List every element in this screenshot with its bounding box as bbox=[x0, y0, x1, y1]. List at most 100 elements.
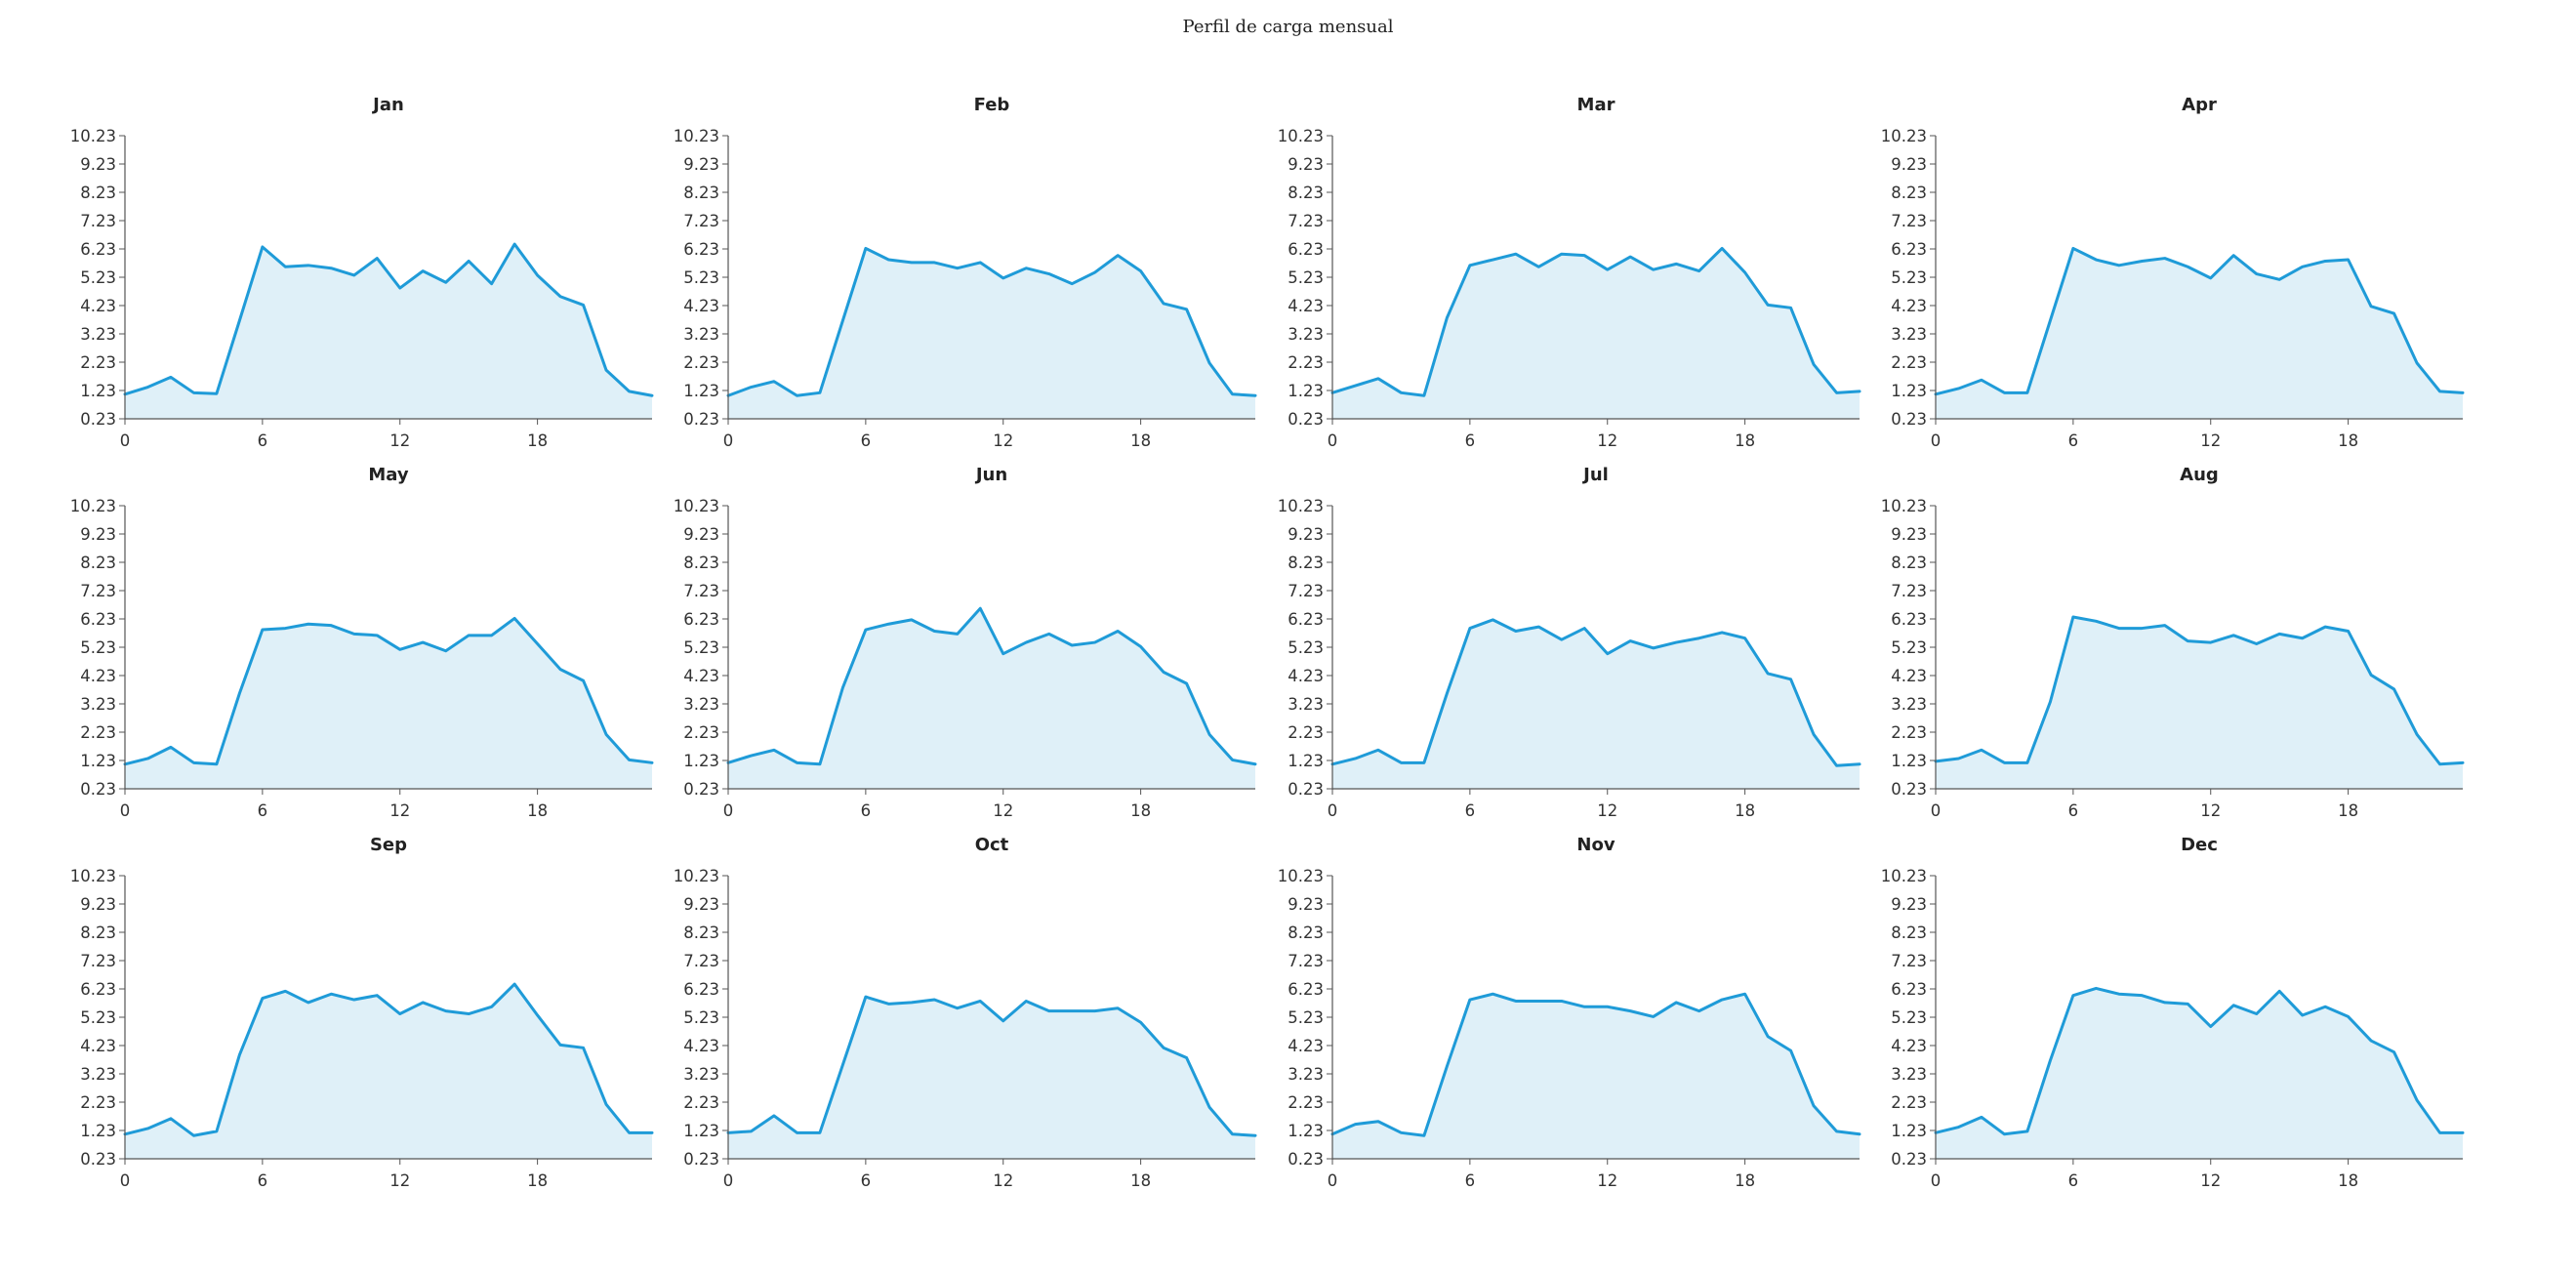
y-tick-label: 9.23 bbox=[1891, 895, 1927, 914]
y-tick-label: 3.23 bbox=[1891, 1065, 1927, 1084]
x-tick-label: 12 bbox=[993, 1171, 1013, 1190]
y-tick-label: 5.23 bbox=[683, 1008, 719, 1027]
y-tick-label: 1.23 bbox=[1288, 1122, 1324, 1140]
y-tick-label: 4.23 bbox=[80, 297, 116, 315]
panel-title: Nov bbox=[1576, 835, 1615, 855]
y-tick-label: 0.23 bbox=[1288, 1150, 1324, 1169]
x-tick-label: 0 bbox=[1328, 431, 1338, 450]
y-tick-label: 4.23 bbox=[683, 1037, 719, 1055]
y-tick-label: 0.23 bbox=[80, 410, 116, 429]
y-tick-label: 1.23 bbox=[1891, 382, 1927, 400]
series-line bbox=[1330, 992, 1861, 1137]
y-tick-label: 3.23 bbox=[683, 695, 719, 714]
y-tick-label: 0.23 bbox=[1288, 780, 1324, 799]
x-tick-label: 12 bbox=[389, 801, 410, 820]
series-area bbox=[728, 997, 1255, 1159]
y-tick-label: 6.23 bbox=[683, 610, 719, 629]
x-tick-label: 18 bbox=[2338, 431, 2358, 450]
y-tick-label: 1.23 bbox=[1891, 1122, 1927, 1140]
panel-title: Jun bbox=[974, 465, 1007, 485]
y-tick-label: 5.23 bbox=[1891, 268, 1927, 287]
y-tick-label: 9.23 bbox=[80, 895, 116, 914]
x-tick-label: 18 bbox=[1130, 1171, 1151, 1190]
series-area bbox=[1332, 248, 1860, 419]
y-tick-label: 2.23 bbox=[80, 723, 116, 742]
y-tick-label: 2.23 bbox=[80, 1093, 116, 1112]
y-tick-label: 0.23 bbox=[1891, 780, 1927, 799]
y-tick-label: 8.23 bbox=[683, 554, 719, 572]
y-tick-label: 5.23 bbox=[1288, 1008, 1324, 1027]
panel-feb: Feb 0.23 1.23 2.23 3.23 4.23 5.23 6.23 7.23 8.23 9… bbox=[674, 95, 1257, 450]
series-line bbox=[726, 606, 1257, 766]
x-tick-label: 12 bbox=[1597, 801, 1617, 820]
x-tick-label: 6 bbox=[861, 801, 872, 820]
y-tick-label: 5.23 bbox=[80, 638, 116, 657]
y-tick-label: 4.23 bbox=[1891, 667, 1927, 685]
x-tick-label: 18 bbox=[527, 431, 548, 450]
panel-title: Aug bbox=[2180, 465, 2219, 485]
panel-jun: Jun 0.23 1.23 2.23 3.23 4.23 5.23 6.23 7.23 8.23 9… bbox=[674, 465, 1257, 820]
y-tick-label: 1.23 bbox=[80, 1122, 116, 1140]
x-tick-label: 0 bbox=[120, 1171, 131, 1190]
series-line bbox=[726, 246, 1257, 397]
x-tick-label: 6 bbox=[258, 801, 268, 820]
x-tick-label: 18 bbox=[527, 1171, 548, 1190]
panel-jul: Jul 0.23 1.23 2.23 3.23 4.23 5.23 6.23 7.23 8.23 9… bbox=[1278, 465, 1861, 820]
series-area bbox=[1936, 248, 2463, 419]
series-line bbox=[1934, 246, 2465, 396]
y-tick-label: 9.23 bbox=[80, 525, 116, 544]
panel-may: May 0.23 1.23 2.23 3.23 4.23 5.23 6.23 7.23 8.23 9… bbox=[70, 465, 654, 820]
y-tick-label: 1.23 bbox=[1891, 752, 1927, 770]
y-tick-label: 2.23 bbox=[683, 723, 719, 742]
y-tick-label: 2.23 bbox=[1891, 353, 1927, 372]
y-tick-label: 1.23 bbox=[80, 382, 116, 400]
y-tick-label: 2.23 bbox=[1288, 723, 1324, 742]
x-tick-label: 18 bbox=[1130, 801, 1151, 820]
panel-title: Apr bbox=[2182, 95, 2217, 115]
x-tick-label: 18 bbox=[2338, 1171, 2358, 1190]
x-tick-label: 6 bbox=[861, 1171, 872, 1190]
y-tick-label: 8.23 bbox=[80, 184, 116, 202]
y-tick-label: 1.23 bbox=[683, 752, 719, 770]
y-tick-label: 7.23 bbox=[1288, 952, 1324, 970]
x-tick-label: 6 bbox=[2068, 801, 2079, 820]
y-tick-label: 2.23 bbox=[683, 1093, 719, 1112]
y-tick-label: 6.23 bbox=[1891, 240, 1927, 259]
y-tick-label: 7.23 bbox=[1891, 212, 1927, 230]
x-tick-label: 0 bbox=[120, 431, 131, 450]
y-tick-label: 10.23 bbox=[1278, 867, 1324, 885]
x-tick-label: 12 bbox=[1597, 431, 1617, 450]
series-line bbox=[1934, 986, 2465, 1136]
x-tick-label: 12 bbox=[2200, 1171, 2221, 1190]
series-area bbox=[1936, 988, 2463, 1159]
y-tick-label: 9.23 bbox=[683, 895, 719, 914]
y-tick-label: 6.23 bbox=[80, 980, 116, 999]
x-tick-label: 0 bbox=[723, 1171, 734, 1190]
y-tick-label: 4.23 bbox=[1891, 297, 1927, 315]
y-tick-label: 8.23 bbox=[1891, 184, 1927, 202]
y-tick-label: 5.23 bbox=[683, 638, 719, 657]
y-tick-label: 7.23 bbox=[80, 212, 116, 230]
y-tick-label: 6.23 bbox=[683, 980, 719, 999]
y-tick-label: 1.23 bbox=[80, 752, 116, 770]
panel-dec: Dec 0.23 1.23 2.23 3.23 4.23 5.23 6.23 7.23 8.23 9… bbox=[1881, 835, 2465, 1190]
y-tick-label: 0.23 bbox=[80, 1150, 116, 1169]
y-tick-label: 0.23 bbox=[80, 780, 116, 799]
y-tick-label: 6.23 bbox=[1891, 610, 1927, 629]
y-tick-label: 10.23 bbox=[1278, 497, 1324, 515]
y-tick-label: 10.23 bbox=[70, 867, 116, 885]
x-tick-label: 18 bbox=[1735, 1171, 1755, 1190]
y-tick-label: 5.23 bbox=[683, 268, 719, 287]
y-tick-label: 10.23 bbox=[1881, 127, 1927, 145]
series-line bbox=[123, 616, 654, 766]
y-tick-label: 9.23 bbox=[80, 155, 116, 174]
y-tick-label: 7.23 bbox=[1891, 582, 1927, 600]
series-line bbox=[123, 982, 654, 1137]
y-tick-label: 3.23 bbox=[1288, 1065, 1324, 1084]
y-tick-label: 4.23 bbox=[80, 667, 116, 685]
panel-oct: Oct 0.23 1.23 2.23 3.23 4.23 5.23 6.23 7.23 8.23 9… bbox=[674, 835, 1257, 1190]
x-tick-label: 0 bbox=[1931, 431, 1942, 450]
y-tick-label: 0.23 bbox=[683, 410, 719, 429]
x-tick-label: 0 bbox=[723, 801, 734, 820]
